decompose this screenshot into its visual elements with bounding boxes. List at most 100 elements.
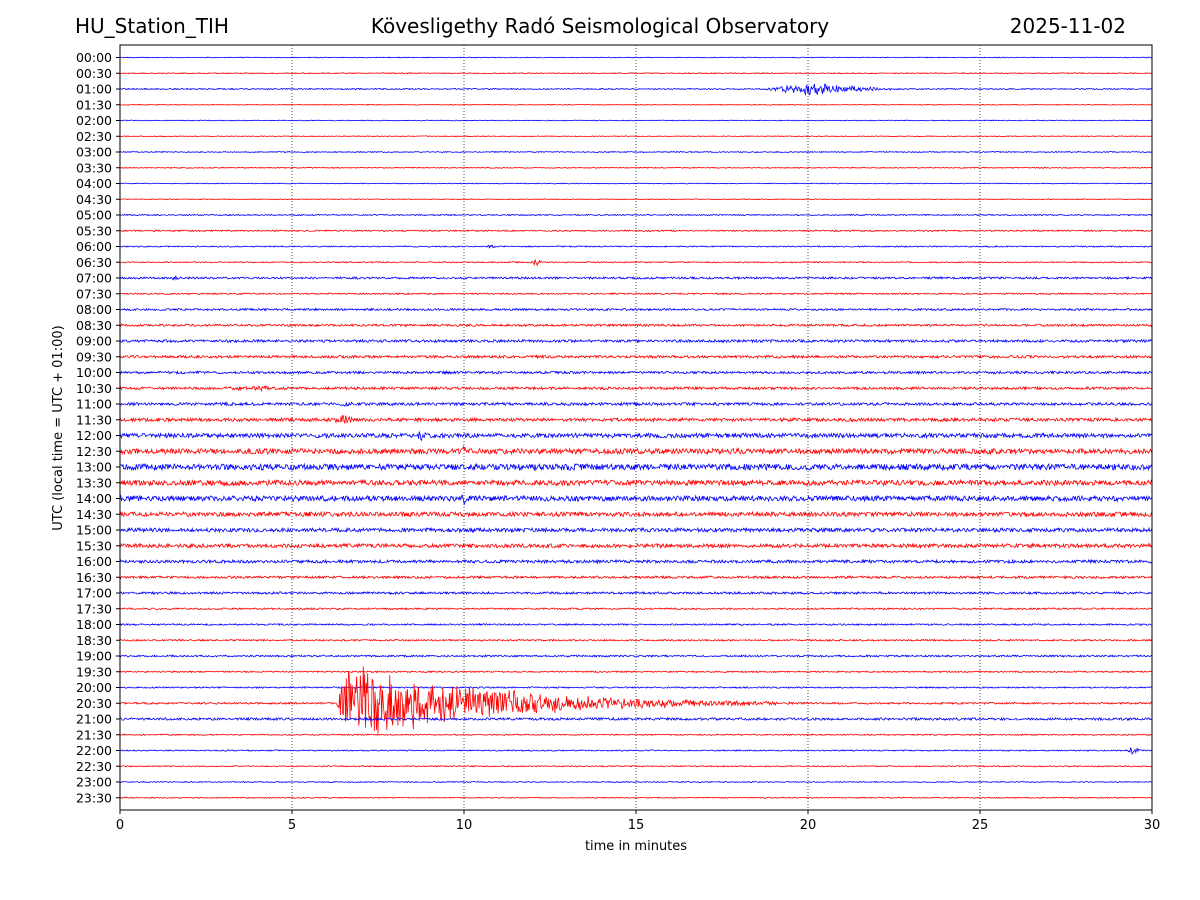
trace-0030 [119, 72, 1153, 75]
chart-date: 2025-11-02 [1009, 14, 1126, 38]
row-time-label: 23:00 [76, 775, 112, 790]
row-time-label: 18:00 [76, 617, 112, 632]
x-tick-label: 10 [456, 818, 473, 833]
trace-2230 [119, 764, 1153, 768]
row-time-label: 11:00 [76, 397, 112, 412]
row-time-label: 15:30 [76, 538, 112, 553]
row-time-label: 06:00 [76, 239, 112, 254]
chart-title: Kövesligethy Radó Seismological Observat… [370, 14, 830, 38]
trace-0730 [119, 292, 1153, 296]
row-time-label: 17:00 [76, 586, 112, 601]
trace-0300 [119, 150, 1153, 154]
row-time-label: 08:30 [76, 318, 112, 333]
trace-0130 [119, 103, 1153, 106]
x-tick-label: 5 [288, 818, 296, 833]
trace-1130 [119, 414, 1153, 425]
trace-2030 [119, 666, 1153, 734]
trace-1000 [119, 370, 1153, 375]
row-time-label: 08:00 [76, 302, 112, 317]
trace-1830 [119, 638, 1153, 642]
trace-1530 [119, 542, 1153, 550]
trace-0630 [119, 259, 1153, 267]
trace-1600 [119, 558, 1153, 565]
x-tick-label: 15 [628, 818, 645, 833]
trace-1100 [119, 401, 1153, 408]
row-time-label: 21:00 [76, 712, 112, 727]
row-time-label: 14:00 [76, 491, 112, 506]
row-time-label: 09:30 [76, 349, 112, 364]
row-time-label: 21:30 [76, 727, 112, 742]
row-time-label: 20:00 [76, 680, 112, 695]
trace-2100 [119, 716, 1153, 722]
row-time-label: 20:30 [76, 696, 112, 711]
x-tick-label: 0 [116, 818, 124, 833]
row-time-label: 23:30 [76, 790, 112, 805]
row-time-label: 00:00 [76, 50, 112, 65]
x-tick-label: 30 [1144, 818, 1161, 833]
row-time-label: 03:00 [76, 145, 112, 160]
row-time-label: 05:00 [76, 208, 112, 223]
trace-0430 [119, 198, 1153, 201]
x-axis-label: time in minutes [585, 839, 687, 854]
y-axis-label: UTC (local time = UTC + 01:00) [51, 325, 66, 530]
trace-2200 [119, 747, 1153, 755]
row-time-label: 01:00 [76, 82, 112, 97]
trace-layer [119, 56, 1153, 799]
row-time-label: 12:00 [76, 428, 112, 443]
trace-1030 [119, 385, 1153, 392]
row-time-label: 13:30 [76, 475, 112, 490]
trace-1700 [119, 590, 1153, 596]
trace-1930 [119, 670, 1153, 674]
trace-1800 [119, 622, 1153, 627]
x-tick-label: 20 [800, 818, 817, 833]
row-time-label: 13:00 [76, 460, 112, 475]
trace-0530 [119, 229, 1153, 233]
row-time-label: 14:30 [76, 507, 112, 522]
trace-0700 [119, 274, 1153, 281]
row-time-label: 07:00 [76, 271, 112, 286]
trace-2300 [119, 780, 1153, 784]
trace-0930 [119, 354, 1153, 360]
row-time-label: 06:30 [76, 255, 112, 270]
row-time-label: 03:30 [76, 160, 112, 175]
trace-1330 [119, 478, 1153, 487]
row-time-label: 04:00 [76, 176, 112, 191]
trace-0000 [119, 56, 1153, 59]
trace-2330 [119, 796, 1153, 799]
row-time-label: 09:00 [76, 334, 112, 349]
row-time-label: 02:00 [76, 113, 112, 128]
axis-layer: time in minutes UTC (local time = UTC + … [51, 44, 1161, 854]
row-time-label: 05:30 [76, 223, 112, 238]
station-name: HU_Station_TIH [75, 14, 229, 38]
row-time-label: 17:30 [76, 601, 112, 616]
row-time-label: 01:30 [76, 97, 112, 112]
trace-0400 [119, 182, 1153, 185]
trace-1430 [119, 510, 1153, 518]
row-time-label: 12:30 [76, 444, 112, 459]
trace-0600 [119, 244, 1153, 250]
trace-1200 [119, 430, 1153, 442]
row-time-label: 16:00 [76, 554, 112, 569]
row-time-label: 18:30 [76, 633, 112, 648]
row-time-label: 19:30 [76, 664, 112, 679]
x-tick-label: 25 [972, 818, 989, 833]
row-time-label: 10:30 [76, 381, 112, 396]
row-time-label: 15:00 [76, 523, 112, 538]
row-time-label: 02:30 [76, 129, 112, 144]
row-time-label: 22:00 [76, 743, 112, 758]
trace-0830 [119, 323, 1153, 328]
trace-0500 [119, 213, 1153, 217]
trace-1300 [119, 462, 1153, 472]
trace-0330 [119, 166, 1153, 169]
row-time-label: 19:00 [76, 649, 112, 664]
row-time-label: 16:30 [76, 570, 112, 585]
row-time-label: 00:30 [76, 66, 112, 81]
trace-1630 [119, 574, 1153, 580]
trace-0800 [119, 307, 1153, 312]
trace-1400 [119, 494, 1153, 506]
trace-2000 [119, 686, 1153, 690]
row-time-label: 07:30 [76, 286, 112, 301]
row-time-label: 22:30 [76, 759, 112, 774]
trace-0900 [119, 338, 1153, 344]
